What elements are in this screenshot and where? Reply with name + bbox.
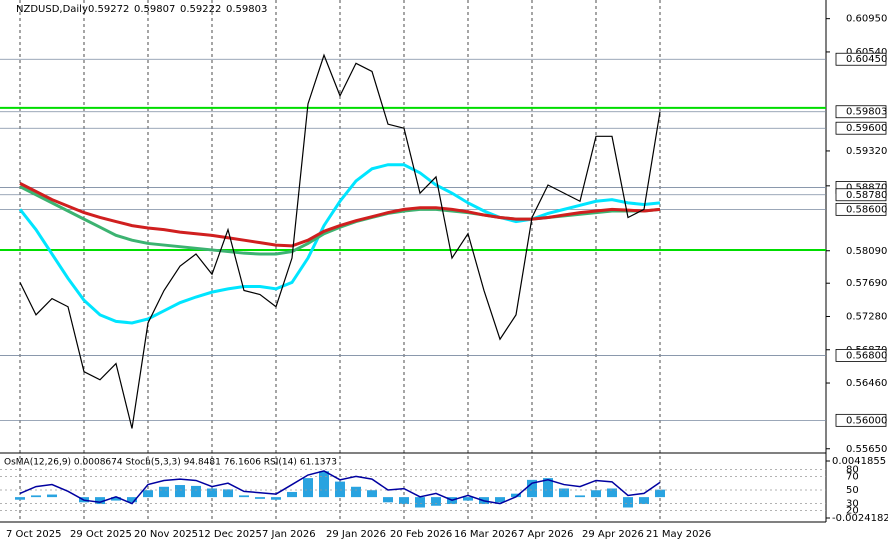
osma-bar	[367, 490, 377, 498]
rsi-line	[19, 470, 661, 505]
osma-bar	[111, 497, 121, 501]
osma-bar	[639, 497, 649, 505]
moving-average	[18, 163, 661, 325]
osma-bar	[15, 497, 25, 500]
y-tick-label: 30	[846, 499, 859, 510]
osma-bar	[511, 493, 521, 498]
y-tick-label: -0.0024182	[832, 513, 888, 524]
osma-bar	[175, 485, 185, 498]
price-line	[19, 53, 661, 429]
osma-bar	[527, 479, 537, 498]
level-label-box	[835, 349, 887, 362]
ohlc-value: 0.59803	[226, 4, 267, 15]
osma-bar	[543, 478, 553, 498]
y-tick-label: 0.59320	[846, 146, 887, 157]
level-label: 0.58780	[846, 190, 887, 201]
x-tick-label: 12 Dec 2025	[198, 529, 262, 540]
osma-bar	[47, 494, 57, 498]
moving-average	[19, 182, 661, 248]
ohlc-value: 0.59222	[180, 4, 221, 15]
level-label: 0.56800	[846, 350, 887, 361]
y-tick-label: 0.0041855	[832, 456, 886, 467]
osma-bar	[335, 481, 345, 498]
osma-bar	[415, 497, 425, 508]
y-tick-label: 80	[846, 465, 859, 476]
level-label: 0.56000	[846, 415, 887, 426]
y-tick-label: 0.56460	[846, 378, 887, 389]
osma-bar	[127, 497, 137, 503]
y-tick-label: 0.55650	[846, 444, 887, 455]
osma-bar	[159, 486, 169, 498]
ohlc-value: 0.59807	[134, 4, 175, 15]
x-tick-label: 29 Apr 2026	[582, 529, 644, 540]
osma-bar	[655, 489, 665, 498]
x-tick-label: 21 May 2026	[646, 529, 711, 540]
osma-bar	[607, 488, 617, 498]
y-tick-label: 20	[846, 505, 859, 516]
y-tick-label: 0.57280	[846, 311, 887, 322]
chart-title: NZDUSD,Daily	[16, 4, 88, 15]
level-label-box	[835, 188, 887, 202]
osma-bar	[303, 478, 313, 498]
y-tick-label: 0.60540	[846, 47, 887, 58]
y-tick-label: 70	[846, 471, 859, 482]
x-tick-label: 20 Feb 2026	[390, 529, 452, 540]
level-label-box	[835, 413, 887, 427]
y-tick-label: 50	[846, 485, 859, 496]
osma-bar	[351, 486, 361, 498]
osma-bar	[31, 495, 41, 498]
x-tick-label: 16 Mar 2026	[454, 529, 517, 540]
osma-bar	[255, 497, 265, 499]
ohlc-value: 0.59272	[88, 4, 129, 15]
level-label-box	[835, 105, 887, 119]
level-label-box	[835, 52, 887, 66]
osma-bar	[383, 497, 393, 503]
osma-bar	[143, 490, 153, 498]
osma-bar	[559, 488, 569, 498]
osma-bar	[223, 489, 233, 498]
level-label: 0.58600	[846, 204, 887, 215]
x-tick-label: 7 Jan 2026	[262, 529, 316, 540]
osma-bar	[239, 495, 249, 498]
y-tick-label: 0.60950	[846, 14, 887, 25]
osma-bar	[399, 497, 409, 505]
osma-bar	[495, 497, 505, 503]
osma-bar	[623, 497, 633, 508]
x-tick-label: 7 Apr 2026	[518, 529, 573, 540]
osma-bar	[95, 497, 105, 505]
osma-bar	[319, 471, 329, 498]
osma-bar	[287, 491, 297, 498]
level-label: 0.60450	[846, 54, 887, 65]
x-tick-label: 20 Nov 2025	[134, 529, 198, 540]
x-tick-label: 29 Jan 2026	[326, 529, 386, 540]
x-tick-label: 29 Oct 2025	[70, 529, 132, 540]
level-label: 0.59803	[846, 107, 887, 118]
y-tick-label: 0.58090	[846, 246, 887, 257]
osma-bar	[575, 495, 585, 498]
level-label-box	[835, 202, 887, 216]
level-label: 0.58870	[846, 182, 887, 193]
osma-bar	[431, 497, 441, 506]
osma-bar	[591, 490, 601, 498]
osma-bar	[463, 497, 473, 501]
level-label-box	[835, 121, 887, 135]
osma-bar	[191, 485, 201, 498]
y-tick-label: 0.57690	[846, 278, 887, 289]
x-tick-label: 7 Oct 2025	[6, 529, 61, 540]
osma-bar	[271, 497, 281, 500]
indicator-title: OsMA(12,26,9) 0.0008674 Stoch(5,3,3) 94.…	[4, 458, 337, 468]
osma-bar	[207, 488, 217, 498]
level-label: 0.59600	[846, 123, 887, 134]
